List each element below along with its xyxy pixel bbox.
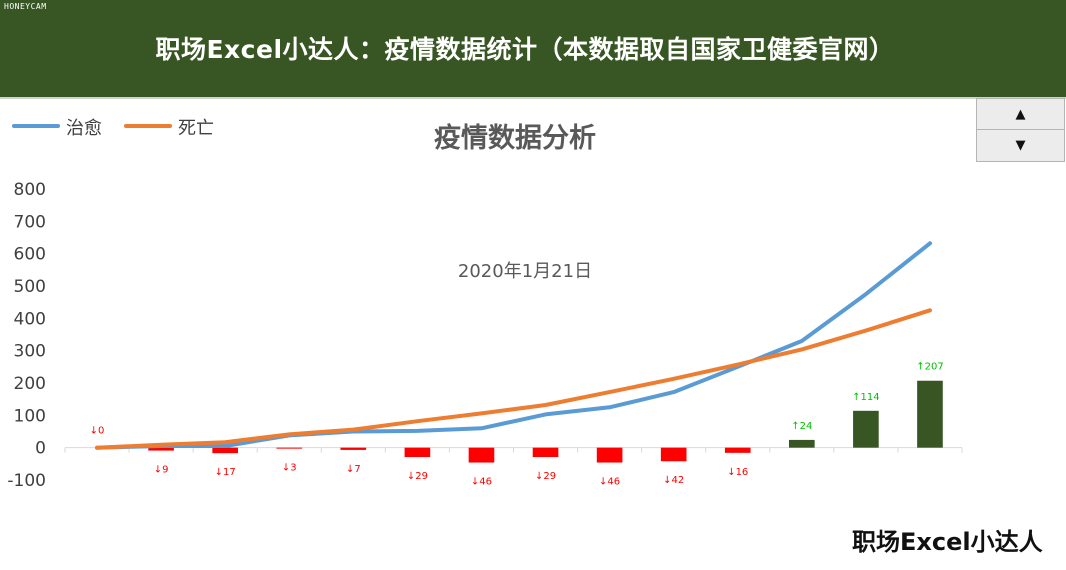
legend-swatch-deaths — [124, 124, 172, 128]
change-label: ↓3 — [282, 463, 297, 474]
change-label: ↓46 — [599, 477, 620, 488]
series-line-recovered — [95, 241, 932, 450]
triangle-down-icon: ▼ — [1015, 138, 1026, 153]
legend-label-deaths: 死亡 — [178, 118, 214, 139]
change-label: ↑207 — [916, 362, 943, 373]
change-label: ↓29 — [407, 471, 428, 482]
change-bar — [404, 447, 431, 458]
y-tick-label: 400 — [14, 309, 46, 329]
y-tick-label: 100 — [14, 406, 46, 426]
change-bar — [532, 447, 559, 458]
y-tick-label: 800 — [14, 180, 46, 200]
change-bar — [789, 439, 815, 448]
spinner-down-button[interactable]: ▼ — [977, 130, 1064, 161]
change-label: ↓17 — [215, 467, 236, 478]
y-tick-label: 700 — [14, 212, 46, 232]
change-bar — [853, 410, 879, 448]
y-tick-label: -100 — [7, 471, 46, 491]
y-tick-label: 500 — [14, 277, 46, 297]
y-tick-label: 300 — [14, 342, 46, 362]
legend-swatch-recovered — [12, 124, 60, 128]
chart-title: 疫情数据分析 — [434, 123, 596, 154]
change-label: ↓16 — [727, 467, 748, 478]
change-bar — [148, 447, 174, 451]
change-bar — [596, 447, 623, 463]
brand-mark: 职场Excel小达人 — [852, 528, 1043, 556]
header-banner: HONEYCAM 职场Excel小达人：疫情数据统计（本数据取自国家卫健委官网） — [0, 0, 1066, 99]
chart-date-label: 2020年1月21日 — [457, 261, 593, 282]
banner-title: 职场Excel小达人：疫情数据统计（本数据取自国家卫健委官网） — [155, 35, 895, 64]
change-label: ↓29 — [535, 471, 556, 482]
change-label: ↓0 — [90, 426, 105, 437]
y-tick-label: 0 — [35, 439, 46, 459]
spinner-up-button[interactable]: ▲ — [977, 99, 1064, 130]
change-bar — [340, 447, 367, 450]
change-bar — [917, 380, 943, 448]
date-spinner[interactable]: ▲ ▼ — [976, 98, 1065, 162]
change-bar — [724, 447, 751, 453]
change-label: ↑114 — [852, 392, 879, 403]
change-label: ↓46 — [471, 477, 492, 488]
change-bar — [276, 447, 303, 449]
change-bar — [660, 447, 687, 462]
change-bar — [212, 447, 238, 454]
change-label: ↓7 — [346, 464, 361, 475]
legend-label-recovered: 治愈 — [66, 118, 102, 139]
change-label: ↓42 — [663, 475, 684, 486]
y-tick-label: 200 — [14, 374, 46, 394]
change-label: ↓9 — [154, 465, 169, 476]
triangle-up-icon: ▲ — [1015, 106, 1026, 122]
series-line-deaths — [95, 308, 932, 450]
change-label: ↑24 — [791, 421, 812, 432]
y-tick-label: 600 — [14, 245, 46, 265]
watermark: HONEYCAM — [4, 2, 47, 11]
change-bar — [468, 447, 495, 463]
